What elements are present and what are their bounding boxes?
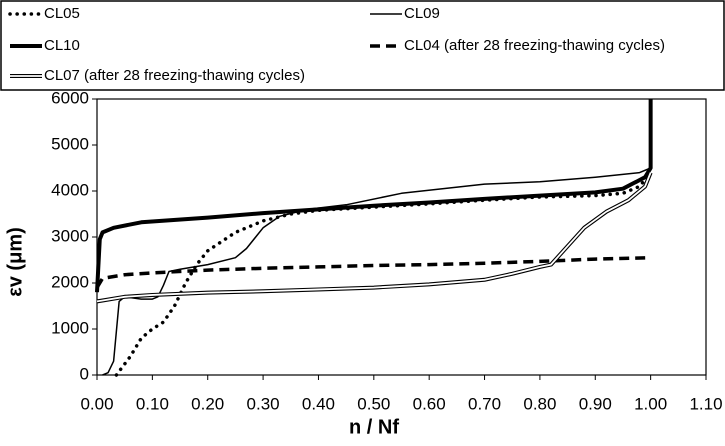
x-tick-label: 0.20 (191, 394, 224, 413)
x-axis-label: n / Nf (349, 416, 399, 438)
x-tick-label: 0.40 (302, 394, 335, 413)
x-tick-label: 0.00 (80, 394, 113, 413)
legend-label: CL10 (44, 37, 80, 54)
legend-box (0, 0, 725, 91)
series-line (95, 255, 651, 289)
x-tick-label: 0.50 (357, 394, 390, 413)
y-tick-label: 3000 (51, 226, 89, 245)
x-tick-label: 0.90 (579, 394, 612, 413)
x-tick-label: 0.30 (247, 394, 280, 413)
series-line (95, 99, 653, 293)
legend-label: CL09 (404, 5, 440, 22)
y-tick-label: 2000 (51, 272, 89, 291)
series-line (96, 172, 652, 303)
x-tick-label: 1.00 (634, 394, 667, 413)
plot-frame (96, 98, 707, 376)
series-line (102, 99, 652, 376)
legend-label: CL05 (44, 5, 80, 22)
x-tick-label: 1.10 (689, 394, 722, 413)
y-tick-label: 5000 (51, 134, 89, 153)
y-tick-label: 4000 (51, 180, 89, 199)
legend-label: CL04 (after 28 freezing-thawing cycles) (404, 37, 665, 54)
x-tick-label: 0.10 (136, 394, 169, 413)
y-tick-label: 0 (80, 364, 89, 383)
y-axis-label: εv (μm) (4, 227, 26, 297)
series-line (114, 170, 653, 377)
x-tick-label: 0.70 (468, 394, 501, 413)
y-tick-label: 1000 (51, 318, 89, 337)
x-tick-label: 0.80 (523, 394, 556, 413)
x-tick-label: 0.60 (413, 394, 446, 413)
legend-label: CL07 (after 28 freezing-thawing cycles) (44, 67, 305, 84)
series-line (96, 171, 653, 304)
y-tick-label: 6000 (51, 88, 89, 107)
